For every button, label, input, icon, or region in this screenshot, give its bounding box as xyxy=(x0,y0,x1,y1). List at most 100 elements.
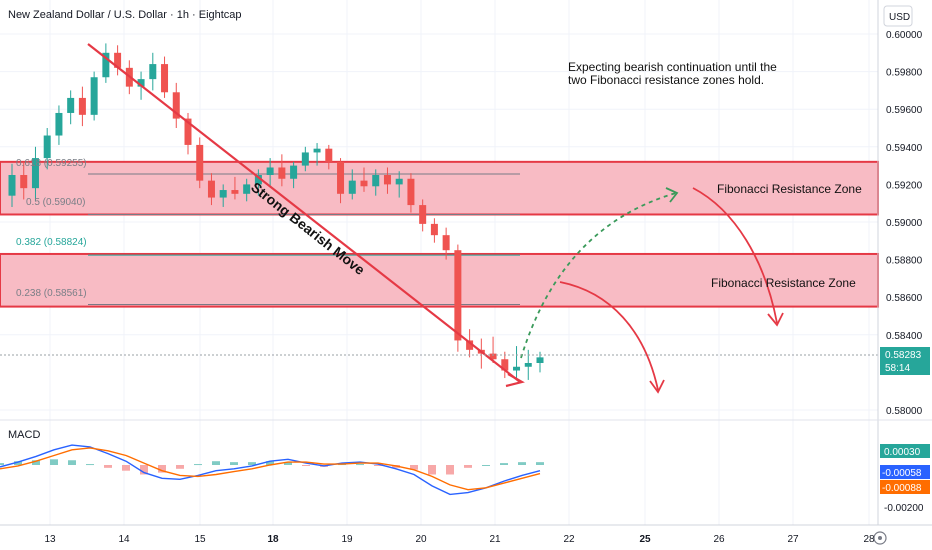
time-tick-18: 18 xyxy=(267,534,279,545)
macd-hist-bar xyxy=(410,465,418,470)
candle-body xyxy=(67,97,75,113)
projection-arrow-lower-head xyxy=(649,379,665,394)
time-tick-20: 20 xyxy=(415,534,427,545)
price-tick-9: 0.58000 xyxy=(886,406,923,417)
price-tick-4: 0.59200 xyxy=(886,180,923,191)
macd-hist-bar xyxy=(428,465,436,475)
projection-dashed-arrow xyxy=(520,192,677,359)
candle xyxy=(184,112,192,155)
candle xyxy=(360,167,368,192)
candle xyxy=(78,86,86,127)
candle xyxy=(313,143,321,166)
candle xyxy=(243,178,251,202)
candle-body xyxy=(55,112,63,136)
candle-body xyxy=(90,77,98,115)
macd-hist-bar xyxy=(0,463,4,465)
candle xyxy=(266,158,274,187)
candle-body xyxy=(395,178,403,185)
candle xyxy=(407,173,415,213)
macd-hist-bar xyxy=(104,465,112,468)
candle xyxy=(207,173,215,206)
time-tick-28: 28 xyxy=(863,534,875,545)
macd-hist-badge xyxy=(880,444,930,458)
macd-axis-tick: -0.00200 xyxy=(884,503,924,514)
candle xyxy=(149,52,157,91)
candle xyxy=(325,144,333,170)
macd-hist-bar xyxy=(212,461,220,465)
fib-label-382: 0.382 (0.58824) xyxy=(16,237,87,248)
price-tick-7: 0.58600 xyxy=(886,293,923,304)
macd-hist-value: 0.00030 xyxy=(884,447,921,458)
candle xyxy=(20,161,28,200)
fib-level-lines xyxy=(88,173,520,306)
candle-body xyxy=(278,167,286,179)
candle xyxy=(196,137,204,189)
trend-line[interactable] xyxy=(87,43,521,383)
projection-dashed-arrowhead xyxy=(665,187,679,203)
candle xyxy=(337,158,345,204)
candle xyxy=(254,169,262,196)
macd-hist-bar xyxy=(374,465,382,466)
candle-body xyxy=(114,52,122,68)
note-line-2: two Fibonacci resistance zones hold. xyxy=(568,73,764,87)
time-axis-ticks: 13 14 15 18 19 20 21 22 25 26 27 28 xyxy=(44,534,875,545)
currency-box[interactable] xyxy=(883,5,913,27)
time-tick-13: 13 xyxy=(44,534,56,545)
signal-line-badge xyxy=(880,480,930,494)
fib-zone-lower[interactable] xyxy=(0,252,879,308)
macd-hist-bar xyxy=(248,462,256,465)
candle xyxy=(219,184,227,207)
candle-body xyxy=(524,363,532,367)
macd-hist-bar xyxy=(230,462,238,465)
time-tick-21: 21 xyxy=(489,534,501,545)
candle-body xyxy=(360,180,368,187)
fib-zone-upper[interactable] xyxy=(0,160,879,216)
candle-body xyxy=(290,165,298,179)
macd-hist-bar xyxy=(482,465,490,466)
time-tick-26: 26 xyxy=(713,534,725,545)
candle-body xyxy=(172,92,180,119)
macd-hist-bar xyxy=(50,459,58,465)
macd-hist-bar xyxy=(356,464,364,466)
candle-body xyxy=(407,178,415,206)
candle-body xyxy=(325,148,333,162)
candle-body xyxy=(219,190,227,198)
currency-label: USD xyxy=(889,12,910,23)
price-badge xyxy=(880,347,930,375)
time-tick-15: 15 xyxy=(194,534,206,545)
candle-body xyxy=(430,223,438,236)
candle-body xyxy=(301,152,309,166)
price-tick-5: 0.59000 xyxy=(886,218,923,229)
macd-hist-bar xyxy=(32,460,40,465)
projection-arrow-upper-head xyxy=(767,312,784,327)
candle xyxy=(383,167,391,194)
candle-body xyxy=(43,135,51,159)
candle xyxy=(8,163,16,207)
candle-body xyxy=(254,175,262,185)
macd-hist-bar xyxy=(68,460,76,465)
candle xyxy=(501,351,509,379)
time-tick-25: 25 xyxy=(639,534,651,545)
candle-body xyxy=(313,148,321,153)
candle-body xyxy=(196,144,204,181)
projection-arrow-lower xyxy=(559,281,659,391)
candle xyxy=(55,105,63,145)
price-tick-0: 0.60000 xyxy=(886,30,923,41)
candle-body xyxy=(466,340,474,350)
candle xyxy=(67,90,75,125)
candle-body xyxy=(184,118,192,145)
candle xyxy=(489,336,497,363)
candle-body xyxy=(161,64,169,93)
macd-hist-bar xyxy=(176,465,184,469)
time-tick-19: 19 xyxy=(341,534,353,545)
fib-label-05: 0.5 (0.59040) xyxy=(26,197,86,208)
time-tick-27: 27 xyxy=(787,534,799,545)
macd-hist-bar xyxy=(536,462,544,465)
macd-hist-bar xyxy=(86,464,94,466)
candle-body xyxy=(337,161,345,194)
macd-hist-bar xyxy=(284,462,292,465)
settings-icon[interactable] xyxy=(873,531,887,545)
macd-hist-bar xyxy=(518,462,526,465)
candle-body xyxy=(31,158,39,189)
